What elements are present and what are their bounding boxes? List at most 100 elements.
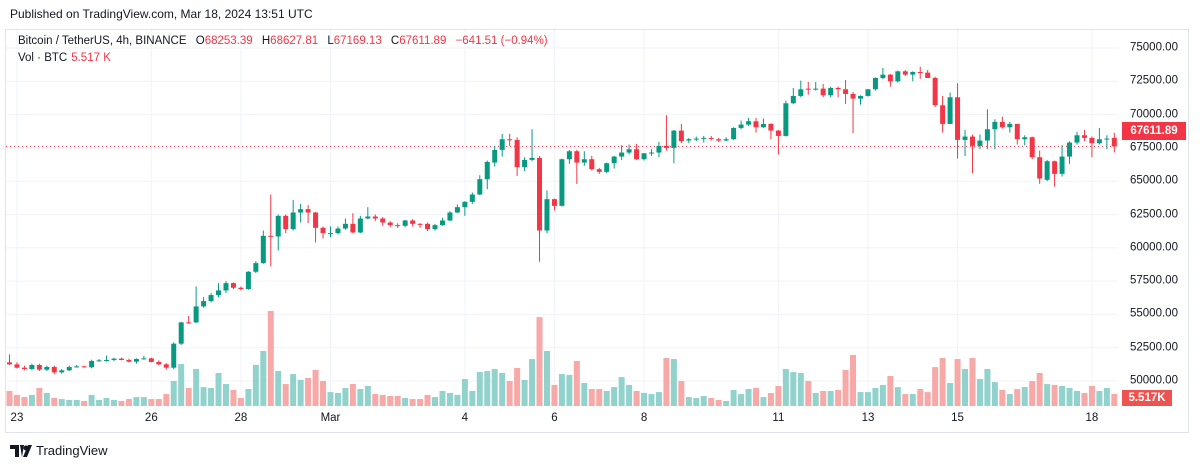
candle-up [619, 152, 625, 157]
volume-bar [349, 384, 356, 406]
candle-down [663, 145, 669, 148]
volume-bar [43, 392, 50, 406]
candle-up [454, 207, 460, 213]
candle-up [178, 322, 184, 344]
volume-bar [753, 387, 759, 406]
price-tick-label: 75000.00 [1130, 41, 1178, 54]
candle-up [798, 89, 804, 96]
volume-bar [760, 397, 767, 406]
candle-up [895, 71, 901, 82]
volume-bar [902, 394, 909, 406]
candle-down [1052, 161, 1058, 174]
volume-bar [991, 382, 998, 406]
volume-bar [655, 392, 662, 406]
volume-bar [1021, 387, 1028, 406]
change-value: −641.51 (−0.94%) [455, 35, 548, 47]
volume-bar [140, 397, 147, 406]
candle-down [820, 88, 826, 96]
volume-bar [327, 392, 334, 406]
candle-down [163, 364, 169, 368]
volume-bar [237, 397, 244, 406]
volume-bar [334, 392, 341, 406]
volume-bar [402, 397, 409, 406]
date-tick-label: 28 [234, 412, 248, 424]
volume-bar [611, 387, 618, 406]
candle-down [313, 212, 319, 228]
volume-bar [394, 396, 401, 406]
candle-up [89, 361, 95, 368]
candle-up [447, 212, 453, 221]
candle-down [940, 105, 946, 124]
candle-up [298, 209, 304, 213]
volume-bar [1096, 391, 1103, 406]
volume-bar [439, 391, 446, 406]
volume-bar [461, 379, 468, 406]
candle-up [492, 149, 498, 163]
tradingview-logo[interactable]: TradingView [10, 443, 108, 458]
candle-down [118, 358, 124, 360]
volume-bar [208, 387, 215, 406]
candle-up [686, 139, 692, 141]
candle-down [537, 157, 543, 231]
candle-up [783, 103, 789, 136]
date-tick-label: 26 [144, 412, 158, 424]
candle-down [514, 139, 520, 168]
candle-up [962, 136, 968, 140]
volume-bar [28, 394, 35, 406]
volume-bar [894, 387, 901, 406]
volume-bar [1051, 384, 1058, 406]
candle-up [813, 88, 819, 90]
candle-up [865, 89, 871, 96]
volume-bar [215, 372, 222, 406]
volume-bar [566, 374, 573, 406]
volume-bar [872, 387, 879, 406]
open-value: 68253.39 [204, 35, 253, 47]
symbol-name[interactable]: Bitcoin / TetherUS, 4h, BINANCE [18, 35, 187, 47]
low-value: 67169.13 [333, 35, 382, 47]
candle-up [522, 159, 528, 168]
candle-down [283, 215, 289, 230]
volume-bar [267, 311, 274, 406]
volume-bar [536, 317, 543, 406]
candle-up [402, 220, 408, 226]
volume-bar [1044, 384, 1051, 406]
close-label: C [390, 35, 400, 47]
candle-up [29, 365, 35, 370]
candle-up [790, 95, 796, 104]
volume-bar [170, 381, 177, 406]
price-tick-label: 52500.00 [1130, 341, 1178, 354]
candle-up [439, 220, 445, 226]
volume-bar [790, 372, 797, 406]
candle-up [275, 215, 281, 237]
candle-up [723, 139, 729, 141]
date-tick-label: 23 [10, 412, 24, 424]
volume-bar [125, 399, 132, 406]
candle-down [7, 362, 12, 365]
date-tick-label: 8 [640, 412, 648, 424]
volume-bar [1103, 387, 1110, 406]
candle-up [738, 124, 744, 128]
candle-down [410, 220, 416, 224]
volume-label[interactable]: Vol · BTC [18, 52, 68, 64]
candle-up [858, 95, 864, 99]
chart-pane[interactable] [5, 29, 1189, 433]
price-tick-label: 72500.00 [1130, 74, 1178, 87]
volume-bar [738, 394, 745, 406]
candle-up [357, 218, 363, 233]
candle-up [731, 127, 737, 140]
volume-bar [887, 376, 894, 406]
volume-bar [730, 389, 737, 406]
candle-up [1104, 138, 1110, 140]
volume-bar [372, 394, 379, 406]
tradingview-logo-icon [10, 444, 32, 457]
volume-bar [499, 372, 506, 406]
candle-up [484, 161, 490, 180]
volume-bar [252, 364, 259, 406]
candle-down [425, 223, 431, 230]
candle-up [104, 359, 110, 361]
candle-down [1111, 137, 1117, 147]
candle-down [551, 199, 557, 206]
published-caption: Published on TradingView.com, Mar 18, 20… [10, 7, 313, 21]
candle-up [1074, 135, 1080, 143]
